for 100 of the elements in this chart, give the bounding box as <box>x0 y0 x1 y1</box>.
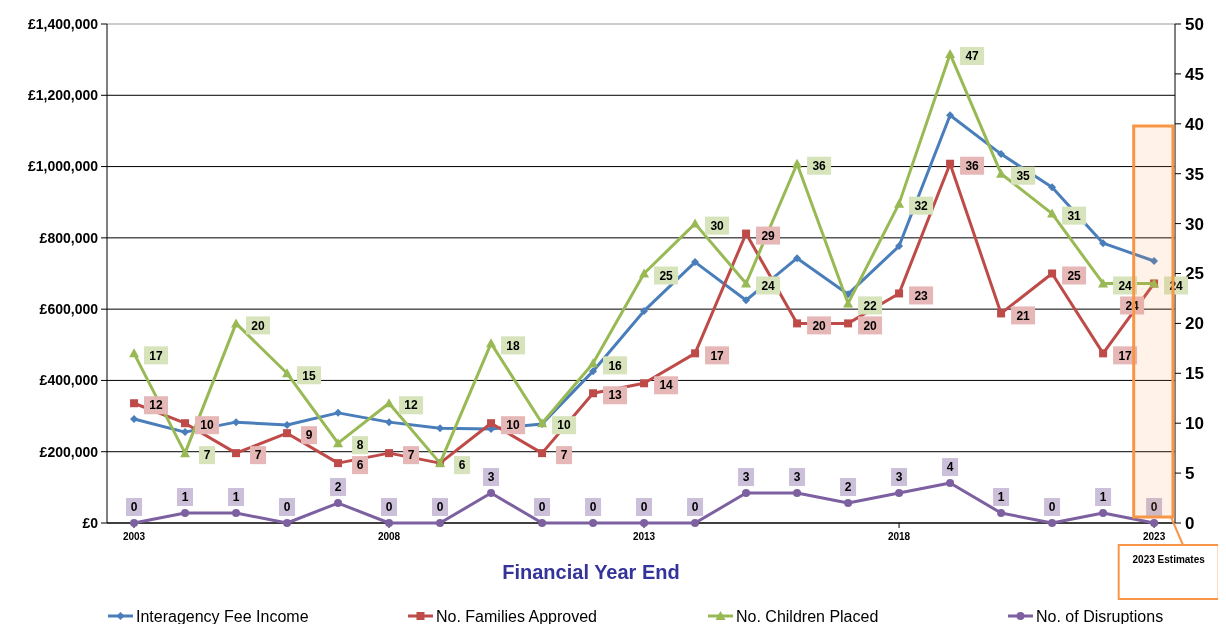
point <box>181 509 190 518</box>
point <box>385 519 394 527</box>
point <box>283 420 292 429</box>
data-label: 30 <box>710 218 725 233</box>
data-label: 17 <box>1118 348 1133 363</box>
point <box>589 519 598 527</box>
point <box>232 449 241 458</box>
data-label: 16 <box>608 358 623 373</box>
point <box>129 348 140 358</box>
data-label: 0 <box>385 500 393 515</box>
data-label: 21 <box>1016 308 1031 323</box>
data-label: 6 <box>458 458 466 473</box>
data-label: 20 <box>863 318 878 333</box>
data-label: 2 <box>334 480 342 495</box>
y2-tick-label: 10 <box>1185 414 1204 434</box>
data-label: 3 <box>895 470 903 485</box>
point <box>1099 349 1108 358</box>
point <box>130 519 139 527</box>
data-label: 1 <box>232 490 240 505</box>
point <box>334 499 343 508</box>
point <box>538 449 547 458</box>
y2-tick-label: 0 <box>1185 513 1195 533</box>
data-label: 20 <box>812 318 827 333</box>
point <box>1098 278 1109 288</box>
point <box>180 448 191 458</box>
point <box>1099 239 1108 248</box>
data-label: 0 <box>538 500 546 515</box>
point <box>742 296 751 305</box>
point <box>946 479 955 488</box>
data-label: 24 <box>1118 278 1133 293</box>
data-label: 0 <box>283 500 291 515</box>
data-label: 0 <box>130 500 138 515</box>
point <box>334 408 343 417</box>
point <box>895 289 904 298</box>
data-label: 25 <box>659 268 674 283</box>
point <box>640 306 649 315</box>
point <box>384 398 395 408</box>
point <box>1047 208 1058 218</box>
data-label: 3 <box>742 470 750 485</box>
y2-tick-label: 35 <box>1185 164 1204 184</box>
point <box>894 198 905 208</box>
data-label: 10 <box>557 418 572 433</box>
data-label: 14 <box>659 378 674 393</box>
data-label: 36 <box>812 158 827 173</box>
point <box>742 229 751 238</box>
point <box>333 438 344 448</box>
y2-tick-label: 5 <box>1185 464 1195 484</box>
data-label: 9 <box>305 428 313 443</box>
point <box>232 509 241 518</box>
x-tick-label: 2023 <box>1142 531 1166 542</box>
point <box>997 509 1006 518</box>
y2-tick-label: 50 <box>1185 14 1204 34</box>
point <box>691 519 700 527</box>
point <box>895 242 904 251</box>
point <box>640 519 649 527</box>
data-label: 10 <box>200 418 215 433</box>
point <box>538 519 547 527</box>
y2-tick-label: 25 <box>1185 264 1204 284</box>
x-axis-title: Financial Year End <box>502 561 680 583</box>
data-label: 1 <box>1099 490 1107 505</box>
point <box>181 428 190 437</box>
point <box>1048 519 1057 527</box>
data-label: 18 <box>506 338 521 353</box>
data-label: 0 <box>1048 500 1056 515</box>
data-label: 8 <box>356 438 364 453</box>
data-label: 17 <box>149 348 164 363</box>
point <box>946 159 955 168</box>
point <box>181 419 190 428</box>
point <box>742 489 751 498</box>
y-tick-label: £0 <box>82 514 99 531</box>
data-label: 32 <box>914 198 929 213</box>
point <box>589 389 598 398</box>
point <box>1048 183 1057 192</box>
y-tick-label: £600,000 <box>39 301 99 318</box>
point <box>997 150 1006 159</box>
point <box>843 298 854 308</box>
data-label: 31 <box>1067 208 1082 223</box>
point <box>793 489 802 498</box>
data-label: 17 <box>710 348 725 363</box>
point <box>844 319 853 328</box>
y-tick-label: £1,200,000 <box>27 87 99 104</box>
point <box>385 449 394 458</box>
data-label: 22 <box>863 298 878 313</box>
y-tick-label: £1,400,000 <box>27 15 99 32</box>
point <box>385 418 394 427</box>
point <box>130 414 139 423</box>
y2-tick-label: 30 <box>1185 214 1204 234</box>
data-label: 24 <box>761 278 776 293</box>
point <box>486 338 497 348</box>
data-label: 12 <box>149 398 164 413</box>
y2-tick-label: 15 <box>1185 364 1204 384</box>
point <box>283 519 292 527</box>
point <box>793 254 802 263</box>
point <box>946 111 955 120</box>
point <box>741 278 752 288</box>
x-tick-label: 2003 <box>122 531 146 542</box>
data-label: 13 <box>608 388 623 403</box>
point <box>487 419 496 428</box>
data-label: 12 <box>404 398 419 413</box>
data-label: 6 <box>356 458 364 473</box>
